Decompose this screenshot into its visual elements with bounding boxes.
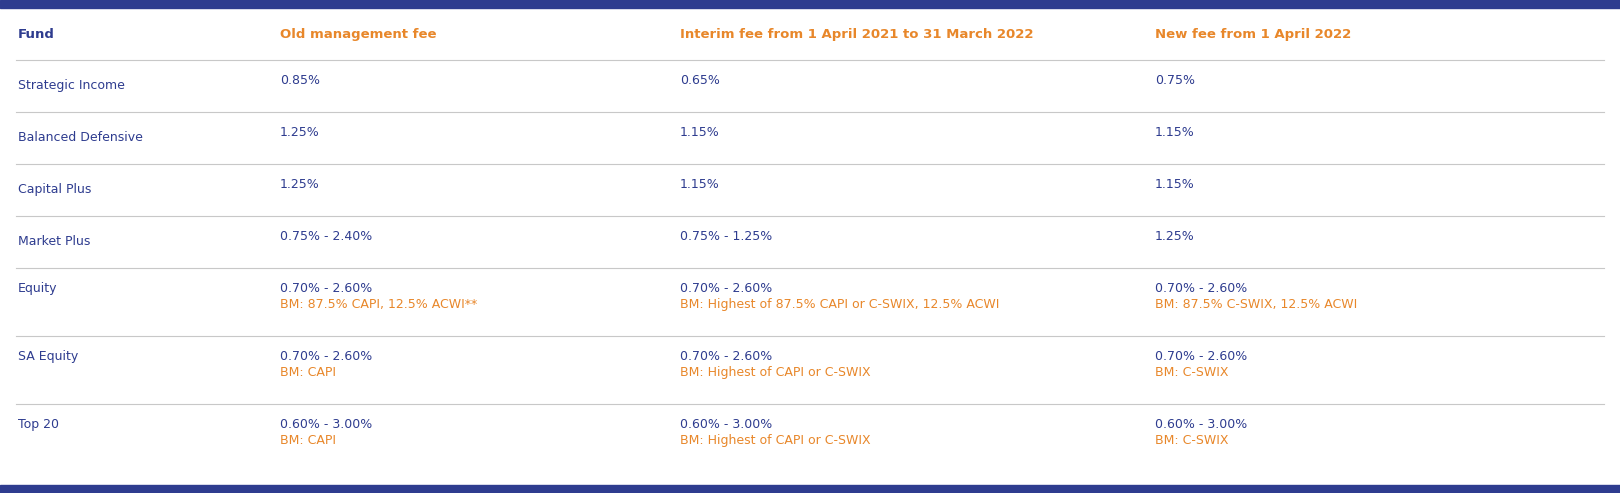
Text: Old management fee: Old management fee	[280, 28, 436, 41]
Text: 0.70% - 2.60%: 0.70% - 2.60%	[680, 282, 773, 295]
Text: Balanced Defensive: Balanced Defensive	[18, 131, 143, 144]
Text: Interim fee from 1 April 2021 to 31 March 2022: Interim fee from 1 April 2021 to 31 Marc…	[680, 28, 1034, 41]
Text: 0.70% - 2.60%: 0.70% - 2.60%	[1155, 350, 1247, 363]
Text: 0.70% - 2.60%: 0.70% - 2.60%	[280, 350, 373, 363]
Text: BM: Highest of 87.5% CAPI or C-SWIX, 12.5% ACWI: BM: Highest of 87.5% CAPI or C-SWIX, 12.…	[680, 298, 1000, 311]
Text: 0.75% - 1.25%: 0.75% - 1.25%	[680, 230, 773, 243]
Text: 1.15%: 1.15%	[680, 178, 719, 191]
Text: BM: Highest of CAPI or C-SWIX: BM: Highest of CAPI or C-SWIX	[680, 366, 870, 379]
Text: 0.65%: 0.65%	[680, 74, 719, 87]
Text: BM: CAPI: BM: CAPI	[280, 366, 335, 379]
Text: 1.25%: 1.25%	[280, 126, 319, 139]
Text: BM: C-SWIX: BM: C-SWIX	[1155, 366, 1228, 379]
Bar	[0, 0, 1620, 8]
Text: 1.15%: 1.15%	[1155, 126, 1194, 139]
Text: 0.70% - 2.60%: 0.70% - 2.60%	[680, 350, 773, 363]
Text: 0.60% - 3.00%: 0.60% - 3.00%	[280, 418, 373, 431]
Text: Equity: Equity	[18, 282, 57, 295]
Text: Capital Plus: Capital Plus	[18, 183, 91, 196]
Text: 0.60% - 3.00%: 0.60% - 3.00%	[680, 418, 773, 431]
Text: BM: 87.5% C-SWIX, 12.5% ACWI: BM: 87.5% C-SWIX, 12.5% ACWI	[1155, 298, 1358, 311]
Text: Top 20: Top 20	[18, 418, 58, 431]
Text: 1.25%: 1.25%	[280, 178, 319, 191]
Bar	[0, 485, 1620, 493]
Text: 0.75% - 2.40%: 0.75% - 2.40%	[280, 230, 373, 243]
Text: 0.85%: 0.85%	[280, 74, 321, 87]
Text: 1.15%: 1.15%	[680, 126, 719, 139]
Text: BM: 87.5% CAPI, 12.5% ACWI**: BM: 87.5% CAPI, 12.5% ACWI**	[280, 298, 478, 311]
Text: SA Equity: SA Equity	[18, 350, 78, 363]
Text: 1.15%: 1.15%	[1155, 178, 1194, 191]
Text: Strategic Income: Strategic Income	[18, 79, 125, 92]
Text: 0.60% - 3.00%: 0.60% - 3.00%	[1155, 418, 1247, 431]
Text: New fee from 1 April 2022: New fee from 1 April 2022	[1155, 28, 1351, 41]
Text: Market Plus: Market Plus	[18, 235, 91, 248]
Text: BM: Highest of CAPI or C-SWIX: BM: Highest of CAPI or C-SWIX	[680, 434, 870, 447]
Text: 0.70% - 2.60%: 0.70% - 2.60%	[1155, 282, 1247, 295]
Text: 0.75%: 0.75%	[1155, 74, 1196, 87]
Text: 1.25%: 1.25%	[1155, 230, 1194, 243]
Text: 0.70% - 2.60%: 0.70% - 2.60%	[280, 282, 373, 295]
Text: BM: C-SWIX: BM: C-SWIX	[1155, 434, 1228, 447]
Text: Fund: Fund	[18, 28, 55, 41]
Text: BM: CAPI: BM: CAPI	[280, 434, 335, 447]
